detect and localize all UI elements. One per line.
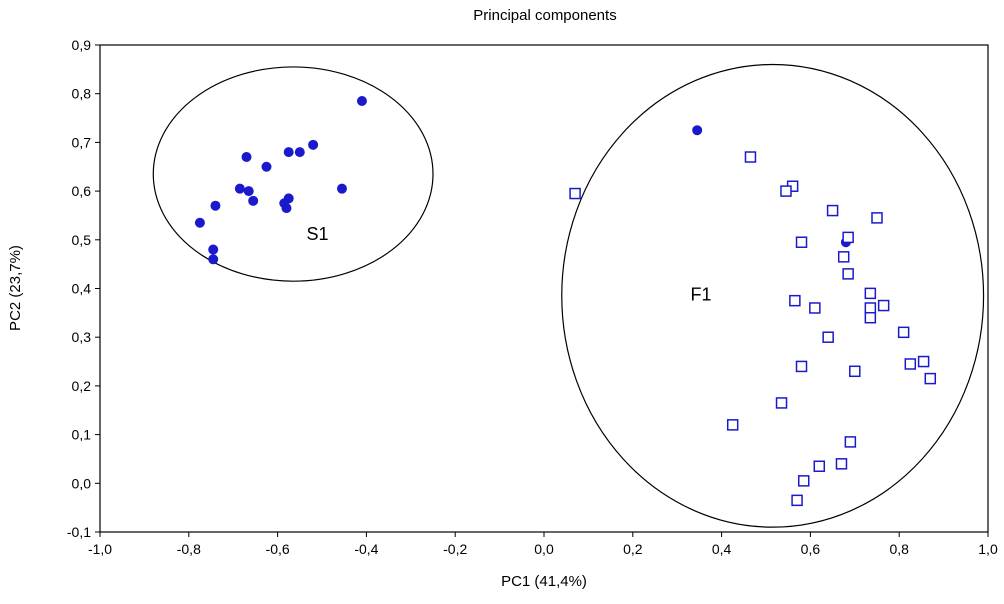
open-square-point xyxy=(813,460,826,473)
filled-circle-point xyxy=(241,152,252,163)
filled-circle-point xyxy=(308,139,319,150)
open-square-point xyxy=(877,299,890,312)
open-square-point xyxy=(795,360,808,373)
open-square-point xyxy=(775,397,788,409)
open-square-point xyxy=(849,365,861,378)
y-tick-label: 0,4 xyxy=(72,281,92,297)
filled-circle-point xyxy=(261,161,272,172)
y-tick-label: 0,9 xyxy=(72,37,92,53)
cluster-ellipses xyxy=(152,63,985,528)
open-square-point xyxy=(897,326,910,339)
filled-circle-point xyxy=(208,244,219,255)
open-square-point xyxy=(569,187,581,200)
open-square-point xyxy=(791,494,803,507)
open-square-point xyxy=(809,302,821,314)
x-tick-label: 0,6 xyxy=(801,541,821,557)
x-tick-label: -1,0 xyxy=(88,541,112,557)
x-tick-label: 0,0 xyxy=(534,541,554,557)
open-square-point xyxy=(837,251,850,263)
y-tick-label: 0,8 xyxy=(72,86,92,102)
x-tick-label: -0,8 xyxy=(177,541,201,557)
x-tick-label: 0,8 xyxy=(889,541,909,557)
y-tick-label: 0,7 xyxy=(72,134,92,150)
filled-circle-point xyxy=(336,183,347,194)
filled-circle-point xyxy=(248,195,259,206)
y-axis-label: PC2 (23,7%) xyxy=(7,245,24,331)
filled-circle-point xyxy=(194,217,205,228)
open-square-point xyxy=(924,372,937,385)
open-square-point xyxy=(842,268,854,280)
open-square-point xyxy=(726,419,739,431)
filled-circle-point xyxy=(281,203,292,214)
open-square-point xyxy=(795,236,808,248)
open-square-point xyxy=(842,231,854,244)
open-square-point xyxy=(797,475,810,487)
x-tick-label: 0,2 xyxy=(623,541,643,557)
open-square-point xyxy=(864,302,877,314)
x-tick-label: 0,4 xyxy=(712,541,732,557)
x-tick-label: -0,2 xyxy=(443,541,467,557)
cluster-label: F1 xyxy=(691,285,712,305)
cluster-ellipse xyxy=(561,63,985,528)
x-axis-ticks: -1,0 -0,8 -0,6 -0,4 -0,2 0,0 0,2 0,4 0,6 0,8 1,0 xyxy=(88,532,998,557)
open-square-point xyxy=(826,204,839,217)
y-tick-label: 0,6 xyxy=(72,183,92,199)
y-tick-label: 0,0 xyxy=(72,475,92,491)
filled-circle-point xyxy=(294,147,305,158)
cluster-label: S1 xyxy=(306,224,328,244)
open-square-point xyxy=(822,331,834,343)
y-tick-label: 0,5 xyxy=(72,232,92,248)
x-axis-label: PC1 (41,4%) xyxy=(501,573,587,590)
y-tick-label: 0,3 xyxy=(72,329,92,345)
y-tick-label: 0,1 xyxy=(72,427,92,443)
filled-circle-point xyxy=(356,96,367,107)
filled-circle-point xyxy=(692,125,703,136)
y-tick-label: -0,1 xyxy=(67,524,91,540)
cluster-labels: S1 F1 xyxy=(306,224,711,305)
open-square-point xyxy=(904,358,917,370)
cluster-ellipse xyxy=(152,66,434,282)
open-square-point xyxy=(871,212,883,224)
open-square-point xyxy=(744,151,757,163)
filled-circle-point xyxy=(243,186,254,197)
x-tick-label: 1,0 xyxy=(978,541,998,557)
open-square-point xyxy=(844,436,857,448)
data-points xyxy=(194,96,937,507)
filled-circle-point xyxy=(283,147,294,158)
x-tick-label: -0,6 xyxy=(266,541,290,557)
plot-frame xyxy=(99,44,989,533)
open-square-point xyxy=(864,287,877,300)
filled-circle-point xyxy=(210,200,221,211)
y-tick-label: 0,2 xyxy=(72,378,92,394)
open-square-point xyxy=(835,458,848,470)
open-square-point xyxy=(917,355,930,368)
x-tick-label: -0,4 xyxy=(354,541,378,557)
open-square-point xyxy=(780,185,792,197)
open-square-point xyxy=(789,294,801,307)
chart-title: Principal components xyxy=(473,7,616,24)
y-axis-ticks: 0,9 0,8 0,7 0,6 0,5 0,4 0,3 0,2 0,1 0,0 -0,1 xyxy=(67,37,100,540)
open-square-point xyxy=(864,311,877,324)
filled-circle-point xyxy=(208,254,219,265)
filled-circle-point xyxy=(234,183,245,194)
